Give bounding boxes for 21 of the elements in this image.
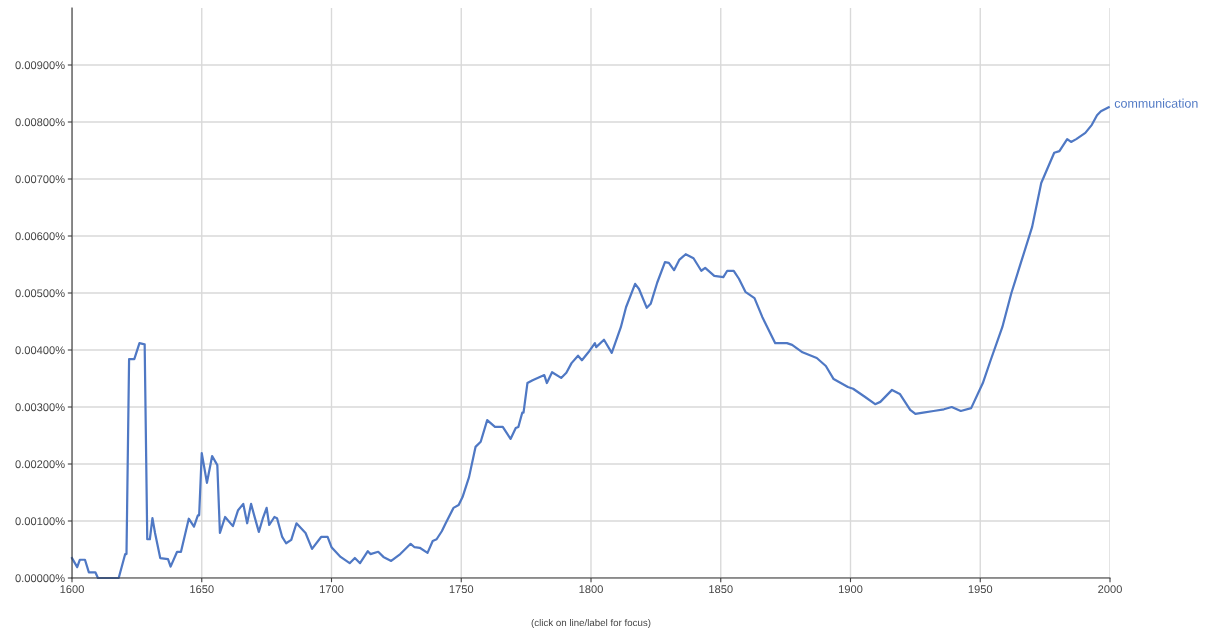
x-tick-label: 2000: [1098, 585, 1122, 594]
x-tick-label: 1600: [60, 585, 84, 594]
x-tick-label: 1700: [319, 585, 344, 594]
x-tick-label: 1750: [449, 585, 474, 594]
x-tick-label: 1850: [709, 585, 733, 594]
y-tick-label: 0.00200%: [15, 460, 65, 469]
y-tick-label: 0.00300%: [15, 403, 65, 412]
text: (click on line/label for focus): [531, 618, 651, 628]
y-tick-label: 0.00600%: [15, 232, 65, 241]
series-label: communication: [1114, 98, 1198, 108]
x-tick-label: 1800: [579, 585, 603, 594]
x-tick-label: 1900: [838, 585, 863, 594]
x-tick-label: 1650: [190, 585, 214, 594]
y-tick-label: 0.00000%: [15, 574, 65, 583]
y-tick-label: 0.00900%: [15, 61, 65, 70]
y-tick-label: 0.00400%: [15, 346, 65, 355]
y-tick-label: 0.00100%: [15, 517, 65, 526]
x-tick-label: 1950: [968, 585, 993, 594]
y-tick-label: 0.00700%: [15, 175, 65, 184]
y-tick-label: 0.00500%: [15, 289, 65, 298]
y-tick-label: 0.00800%: [15, 118, 65, 127]
